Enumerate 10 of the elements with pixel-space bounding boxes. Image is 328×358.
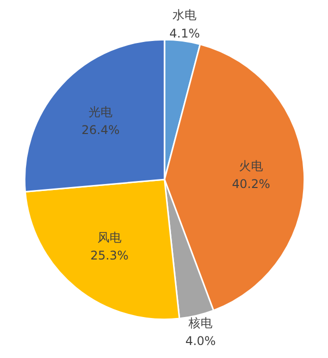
- data-label: 26.4%: [81, 123, 120, 138]
- slice-label: 火电: [239, 159, 264, 174]
- data-label: 40.2%: [232, 177, 270, 192]
- data-label: 25.3%: [90, 248, 129, 263]
- slice-label: 水电: [172, 8, 197, 22]
- slice-label: 光电: [88, 104, 113, 119]
- slice-label: 风电: [97, 230, 122, 244]
- data-label: 4.0%: [185, 334, 216, 348]
- data-label: 4.1%: [169, 26, 200, 40]
- slice-label: 核电: [188, 316, 213, 330]
